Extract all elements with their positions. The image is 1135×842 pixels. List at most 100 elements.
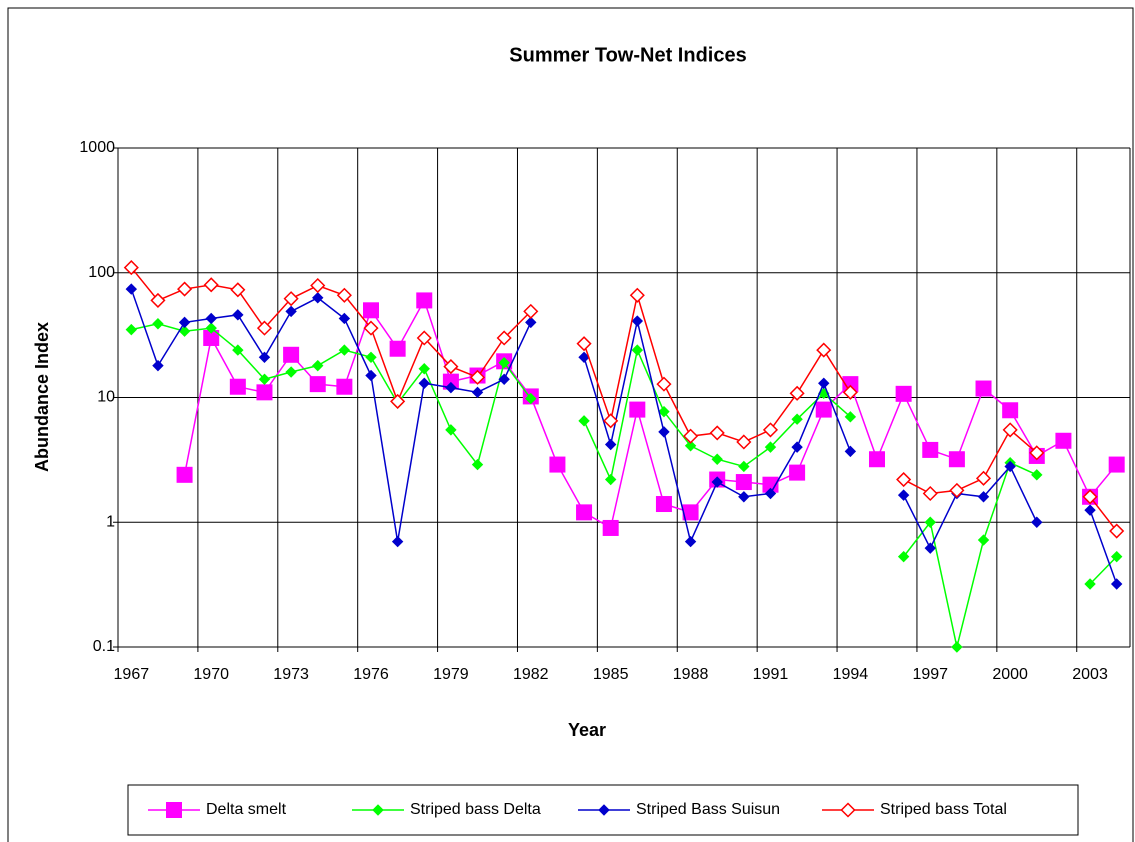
- x-tick-label: 1988: [673, 666, 709, 683]
- data-point: [656, 376, 672, 392]
- data-point: [842, 376, 859, 393]
- x-tick-label: 1991: [753, 666, 789, 683]
- x-tick-label: 1979: [433, 666, 469, 683]
- data-point: [764, 487, 777, 500]
- data-point: [443, 359, 459, 375]
- legend-label: Striped bass Delta: [410, 801, 541, 818]
- data-point: [205, 322, 217, 334]
- data-point: [684, 535, 697, 548]
- data-point: [815, 401, 832, 418]
- data-point: [125, 283, 138, 295]
- data-point: [232, 344, 244, 356]
- data-point: [336, 287, 352, 303]
- data-point: [738, 491, 750, 503]
- data-point: [498, 357, 510, 369]
- data-point: [658, 405, 670, 418]
- data-point: [152, 359, 164, 372]
- x-axis-label: Year: [568, 720, 606, 740]
- data-point: [525, 316, 537, 329]
- legend-label: Striped bass Total: [880, 801, 1007, 818]
- data-point: [285, 366, 297, 378]
- data-point: [1055, 432, 1072, 449]
- data-point: [1082, 489, 1098, 505]
- data-point: [471, 458, 484, 471]
- data-point: [418, 377, 430, 389]
- data-point: [736, 434, 752, 450]
- data-point: [869, 451, 885, 468]
- data-point: [310, 277, 326, 294]
- data-point: [711, 453, 723, 465]
- data-point: [977, 534, 990, 546]
- data-point: [1031, 469, 1043, 481]
- data-point: [711, 476, 723, 488]
- legend-label: Striped Bass Suisun: [636, 801, 780, 818]
- chart-title: Summer Tow-Net Indices: [509, 44, 746, 66]
- data-point: [738, 460, 750, 473]
- x-tick-label: 2003: [1072, 666, 1108, 683]
- data-point: [203, 277, 219, 293]
- data-point: [312, 359, 324, 372]
- data-point: [178, 325, 191, 337]
- data-point: [416, 292, 433, 309]
- data-point: [418, 363, 430, 375]
- x-tick-label: 1973: [273, 666, 309, 683]
- data-point: [816, 342, 832, 358]
- data-point: [176, 466, 193, 483]
- legend-marker: [598, 804, 610, 816]
- data-point: [576, 336, 592, 352]
- data-point: [256, 320, 273, 336]
- data-point: [924, 542, 936, 554]
- data-point: [683, 428, 699, 444]
- data-point: [471, 386, 484, 399]
- data-point: [365, 351, 377, 364]
- data-point: [309, 376, 326, 393]
- data-point: [1029, 445, 1045, 461]
- data-point: [1004, 460, 1016, 473]
- data-point: [442, 373, 459, 390]
- data-point: [897, 550, 910, 563]
- data-point: [363, 302, 379, 319]
- data-point: [1084, 504, 1096, 516]
- data-point: [469, 369, 486, 385]
- data-point: [789, 464, 806, 481]
- x-tick-label: 1970: [193, 666, 229, 683]
- data-point: [578, 415, 590, 427]
- data-point: [604, 473, 617, 486]
- data-point: [975, 380, 992, 397]
- data-point: [629, 287, 645, 303]
- data-point: [390, 393, 406, 409]
- data-point: [842, 384, 858, 400]
- data-point: [178, 316, 191, 329]
- data-point: [896, 471, 912, 488]
- data-point: [363, 320, 379, 336]
- data-point: [525, 392, 537, 405]
- data-point: [1110, 550, 1123, 563]
- data-point: [602, 519, 619, 536]
- data-point: [496, 330, 512, 346]
- legend-marker: [372, 804, 384, 816]
- data-point: [844, 445, 857, 458]
- x-tick-label: 1994: [833, 666, 869, 683]
- data-point: [655, 496, 672, 513]
- data-point: [949, 482, 965, 498]
- data-point: [283, 346, 300, 363]
- data-point: [922, 485, 938, 502]
- legend-label: Delta smelt: [206, 801, 287, 818]
- data-point: [735, 474, 752, 491]
- data-point: [603, 413, 619, 429]
- x-tick-label: 1976: [353, 666, 389, 683]
- data-point: [789, 385, 805, 401]
- x-tick-label: 2000: [992, 666, 1028, 683]
- data-point: [416, 330, 432, 346]
- data-point: [1002, 402, 1019, 419]
- data-point: [1109, 523, 1125, 539]
- data-point: [762, 476, 779, 493]
- data-point: [658, 426, 670, 438]
- data-point: [1084, 578, 1096, 590]
- data-point: [629, 401, 646, 418]
- data-point: [1002, 422, 1018, 438]
- data-point: [895, 385, 912, 402]
